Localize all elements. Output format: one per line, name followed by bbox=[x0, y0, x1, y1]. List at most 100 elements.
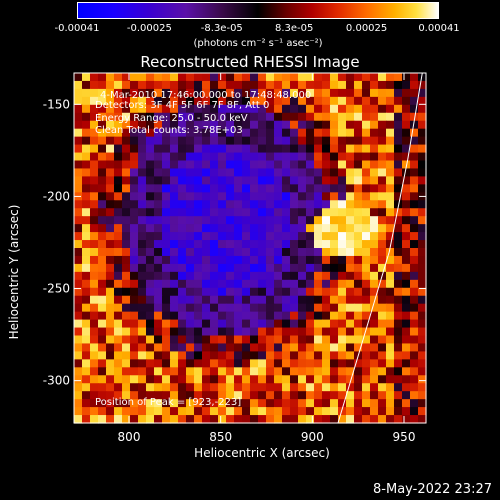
heatmap-cell bbox=[386, 120, 395, 130]
heatmap-cell bbox=[370, 136, 379, 146]
heatmap-cell bbox=[90, 152, 99, 162]
heatmap-cell bbox=[82, 287, 91, 297]
heatmap-cell bbox=[282, 248, 291, 257]
heatmap-cell bbox=[306, 184, 315, 193]
heatmap-cell bbox=[274, 224, 283, 233]
heatmap-cell bbox=[298, 88, 307, 98]
heatmap-cell bbox=[202, 73, 211, 82]
heatmap-cell bbox=[114, 351, 123, 360]
heatmap-cell bbox=[258, 263, 267, 273]
heatmap-cell bbox=[402, 335, 411, 345]
heatmap-cell bbox=[266, 96, 275, 106]
heatmap-cell bbox=[170, 295, 179, 305]
heatmap-cell bbox=[154, 88, 163, 98]
heatmap-cell bbox=[306, 375, 315, 384]
heatmap-cell bbox=[218, 192, 227, 201]
heatmap-cell bbox=[370, 73, 379, 82]
heatmap-cell bbox=[146, 208, 155, 217]
heatmap-cell bbox=[98, 73, 107, 82]
heatmap-cell bbox=[330, 295, 339, 305]
heatmap-cell bbox=[202, 383, 211, 392]
heatmap-cell bbox=[74, 271, 83, 281]
heatmap-cell bbox=[274, 351, 283, 360]
heatmap-cell bbox=[202, 96, 211, 106]
heatmap-cell bbox=[354, 208, 363, 217]
heatmap-cell bbox=[386, 192, 395, 201]
heatmap-cell bbox=[114, 327, 123, 337]
heatmap-cell bbox=[378, 73, 387, 82]
heatmap-cell bbox=[250, 224, 259, 233]
heatmap-cell bbox=[154, 327, 163, 337]
heatmap-cell bbox=[402, 287, 411, 297]
heatmap-cell bbox=[146, 311, 155, 321]
heatmap-cell bbox=[154, 152, 163, 162]
heatmap-cell bbox=[282, 375, 291, 384]
heatmap-cell bbox=[242, 73, 251, 82]
heatmap-cell bbox=[370, 335, 379, 345]
heatmap-cell bbox=[106, 168, 115, 177]
heatmap-cell bbox=[298, 383, 307, 392]
heatmap-cell bbox=[266, 335, 275, 345]
heatmap-cell bbox=[330, 192, 339, 201]
heatmap-cell bbox=[306, 319, 315, 329]
heatmap-cell bbox=[322, 255, 331, 265]
heatmap-cell bbox=[298, 279, 307, 289]
heatmap-cell bbox=[298, 367, 307, 376]
heatmap-cell bbox=[322, 271, 331, 281]
heatmap-cell bbox=[330, 120, 339, 130]
heatmap-cell bbox=[210, 343, 219, 352]
heatmap-cell bbox=[146, 383, 155, 392]
heatmap-cell bbox=[226, 160, 235, 170]
heatmap-cell bbox=[394, 359, 403, 368]
heatmap-cell bbox=[130, 96, 139, 106]
heatmap-cell bbox=[74, 73, 83, 82]
heatmap-cell bbox=[362, 271, 371, 281]
heatmap-cell bbox=[170, 399, 179, 408]
heatmap-cell bbox=[90, 351, 99, 360]
heatmap-cell bbox=[106, 120, 115, 130]
heatmap-cell bbox=[210, 415, 219, 424]
heatmap-cell bbox=[306, 351, 315, 360]
heatmap-cell bbox=[394, 271, 403, 281]
heatmap-cell bbox=[402, 319, 411, 329]
heatmap-cell bbox=[98, 311, 107, 321]
heatmap-cell bbox=[362, 295, 371, 305]
heatmap-cell bbox=[210, 96, 219, 106]
heatmap-cell bbox=[338, 415, 347, 424]
heatmap-cell bbox=[82, 319, 91, 329]
heatmap-cell bbox=[346, 216, 355, 225]
heatmap-cell bbox=[378, 351, 387, 360]
heatmap-cell bbox=[146, 407, 155, 416]
heatmap-cell bbox=[74, 359, 83, 368]
heatmap-cell bbox=[338, 367, 347, 376]
heatmap-cell bbox=[346, 168, 355, 177]
heatmap-cell bbox=[138, 136, 147, 146]
heatmap-cell bbox=[338, 359, 347, 368]
heatmap-cell bbox=[98, 367, 107, 376]
heatmap-cell bbox=[402, 88, 411, 98]
heatmap-cell bbox=[394, 415, 403, 424]
heatmap-cell bbox=[242, 168, 251, 177]
heatmap-cell bbox=[194, 255, 203, 265]
heatmap-cell bbox=[250, 144, 259, 154]
heatmap-cell bbox=[298, 351, 307, 360]
heatmap-cell bbox=[386, 311, 395, 321]
heatmap-cell bbox=[122, 367, 131, 376]
heatmap-cell bbox=[282, 168, 291, 177]
heatmap-cell bbox=[234, 303, 243, 313]
heatmap-cell bbox=[218, 184, 227, 193]
heatmap-cell bbox=[362, 343, 371, 352]
timestamp-footer: 8-May-2022 23:27 bbox=[373, 482, 492, 497]
heatmap-cell bbox=[394, 192, 403, 201]
heatmap-cell bbox=[354, 152, 363, 162]
heatmap-cell bbox=[394, 383, 403, 392]
heatmap-cell bbox=[90, 176, 99, 185]
heatmap-cell bbox=[234, 104, 243, 114]
heatmap-cell bbox=[130, 104, 139, 114]
heatmap-cell bbox=[202, 319, 211, 329]
heatmap-cell bbox=[186, 224, 195, 233]
heatmap-cell bbox=[82, 88, 91, 98]
heatmap-cell bbox=[162, 391, 171, 400]
heatmap-cell bbox=[194, 263, 203, 273]
colorbar bbox=[77, 2, 439, 19]
